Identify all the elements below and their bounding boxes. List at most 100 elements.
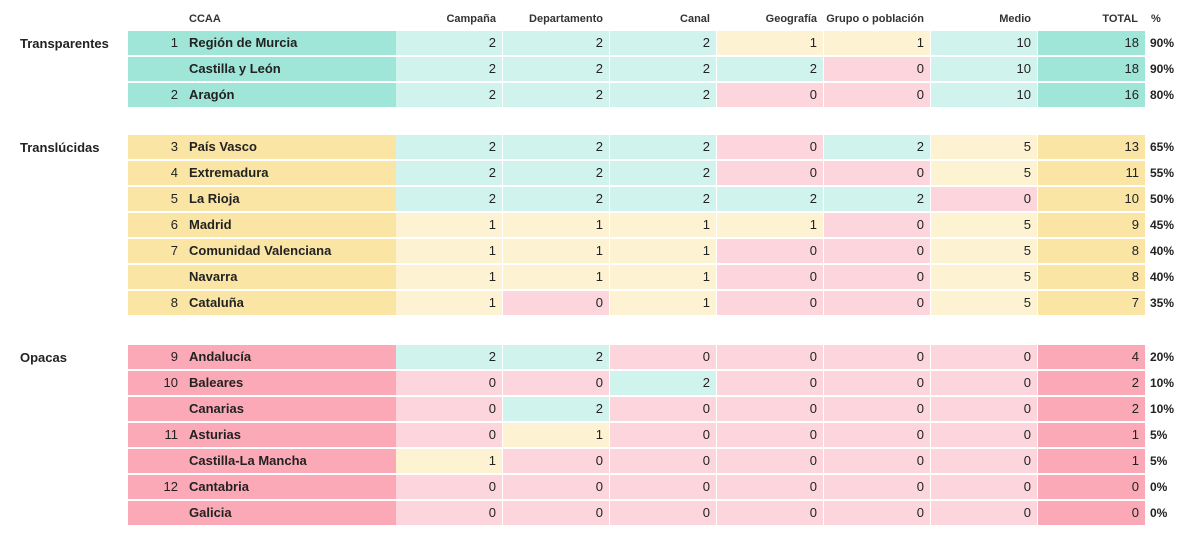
canal-score-cell: 2 — [610, 31, 716, 55]
total-score-cell: 9 — [1038, 213, 1145, 237]
table-row: 8 Cataluña 1 0 1 0 0 5 7 35% — [0, 291, 1200, 315]
total-score-cell: 7 — [1038, 291, 1145, 315]
grupo-score-cell: 0 — [824, 57, 930, 81]
rank-cell: 4 — [128, 161, 182, 185]
table-row: 12 Cantabria 0 0 0 0 0 0 0 0% — [0, 475, 1200, 499]
campana-score-cell: 2 — [396, 57, 502, 81]
geografia-score-cell: 1 — [717, 31, 823, 55]
header-canal: Canal — [680, 13, 710, 25]
total-score-cell: 4 — [1038, 345, 1145, 369]
departamento-score-cell: 2 — [503, 83, 609, 107]
medio-score-cell: 5 — [931, 213, 1037, 237]
geografia-score-cell: 0 — [717, 423, 823, 447]
grupo-score-cell: 0 — [824, 161, 930, 185]
region-name-cell: Andalucía — [182, 345, 396, 369]
total-score-cell: 18 — [1038, 31, 1145, 55]
header-total: TOTAL — [1102, 13, 1138, 25]
rank-cell — [128, 501, 182, 525]
medio-score-cell: 10 — [931, 83, 1037, 107]
geografia-score-cell: 1 — [717, 213, 823, 237]
table-row: 2 Aragón 2 2 2 0 0 10 16 80% — [0, 83, 1200, 107]
total-score-cell: 1 — [1038, 449, 1145, 473]
medio-score-cell: 5 — [931, 239, 1037, 263]
header-pct: % — [1151, 13, 1161, 25]
region-name-cell: Canarias — [182, 397, 396, 421]
canal-score-cell: 2 — [610, 187, 716, 211]
grupo-score-cell: 0 — [824, 423, 930, 447]
medio-score-cell: 0 — [931, 475, 1037, 499]
departamento-score-cell: 2 — [503, 135, 609, 159]
percentage-cell: 50% — [1150, 192, 1175, 206]
departamento-score-cell: 2 — [503, 187, 609, 211]
rank-cell — [128, 57, 182, 81]
geografia-score-cell: 0 — [717, 371, 823, 395]
medio-score-cell: 0 — [931, 371, 1037, 395]
table-row: 10 Baleares 0 0 2 0 0 0 2 10% — [0, 371, 1200, 395]
grupo-score-cell: 0 — [824, 265, 930, 289]
departamento-score-cell: 2 — [503, 345, 609, 369]
rank-cell — [128, 265, 182, 289]
geografia-score-cell: 0 — [717, 239, 823, 263]
grupo-score-cell: 2 — [824, 187, 930, 211]
table-row: Navarra 1 1 1 0 0 5 8 40% — [0, 265, 1200, 289]
region-name-cell: Asturias — [182, 423, 396, 447]
percentage-cell: 5% — [1150, 428, 1168, 442]
total-score-cell: 16 — [1038, 83, 1145, 107]
geografia-score-cell: 0 — [717, 291, 823, 315]
departamento-score-cell: 0 — [503, 371, 609, 395]
rank-cell: 10 — [128, 371, 182, 395]
medio-score-cell: 0 — [931, 397, 1037, 421]
total-score-cell: 8 — [1038, 265, 1145, 289]
total-score-cell: 1 — [1038, 423, 1145, 447]
total-score-cell: 18 — [1038, 57, 1145, 81]
grupo-score-cell: 1 — [824, 31, 930, 55]
departamento-score-cell: 0 — [503, 291, 609, 315]
departamento-score-cell: 1 — [503, 239, 609, 263]
geografia-score-cell: 0 — [717, 135, 823, 159]
region-name-cell: Extremadura — [182, 161, 396, 185]
canal-score-cell: 1 — [610, 213, 716, 237]
rank-cell: 3 — [128, 135, 182, 159]
geografia-score-cell: 0 — [717, 345, 823, 369]
campana-score-cell: 2 — [396, 135, 502, 159]
canal-score-cell: 0 — [610, 423, 716, 447]
grupo-score-cell: 0 — [824, 475, 930, 499]
region-name-cell: Cataluña — [182, 291, 396, 315]
departamento-score-cell: 2 — [503, 161, 609, 185]
grupo-score-cell: 0 — [824, 83, 930, 107]
header-campana: Campaña — [446, 13, 496, 25]
total-score-cell: 0 — [1038, 501, 1145, 525]
percentage-cell: 40% — [1150, 270, 1175, 284]
percentage-cell: 90% — [1150, 62, 1175, 76]
percentage-cell: 0% — [1150, 480, 1168, 494]
medio-score-cell: 0 — [931, 187, 1037, 211]
grupo-score-cell: 0 — [824, 501, 930, 525]
percentage-cell: 45% — [1150, 218, 1175, 232]
canal-score-cell: 2 — [610, 371, 716, 395]
departamento-score-cell: 2 — [503, 397, 609, 421]
header-grupo: Grupo o población — [826, 13, 924, 25]
canal-score-cell: 0 — [610, 345, 716, 369]
region-name-cell: Comunidad Valenciana — [182, 239, 396, 263]
table-row: 4 Extremadura 2 2 2 0 0 5 11 55% — [0, 161, 1200, 185]
campana-score-cell: 0 — [396, 501, 502, 525]
medio-score-cell: 5 — [931, 161, 1037, 185]
table-row: Castilla y León 2 2 2 2 0 10 18 90% — [0, 57, 1200, 81]
table-row: 11 Asturias 0 1 0 0 0 0 1 5% — [0, 423, 1200, 447]
grupo-score-cell: 0 — [824, 371, 930, 395]
percentage-cell: 80% — [1150, 88, 1175, 102]
grupo-score-cell: 0 — [824, 213, 930, 237]
medio-score-cell: 5 — [931, 135, 1037, 159]
campana-score-cell: 1 — [396, 265, 502, 289]
table-row: Castilla-La Mancha 1 0 0 0 0 0 1 5% — [0, 449, 1200, 473]
rank-cell: 6 — [128, 213, 182, 237]
percentage-cell: 5% — [1150, 454, 1168, 468]
region-name-cell: Galicia — [182, 501, 396, 525]
campana-score-cell: 1 — [396, 213, 502, 237]
grupo-score-cell: 0 — [824, 397, 930, 421]
medio-score-cell: 0 — [931, 423, 1037, 447]
canal-score-cell: 2 — [610, 83, 716, 107]
percentage-cell: 35% — [1150, 296, 1175, 310]
grupo-score-cell: 0 — [824, 239, 930, 263]
campana-score-cell: 1 — [396, 291, 502, 315]
